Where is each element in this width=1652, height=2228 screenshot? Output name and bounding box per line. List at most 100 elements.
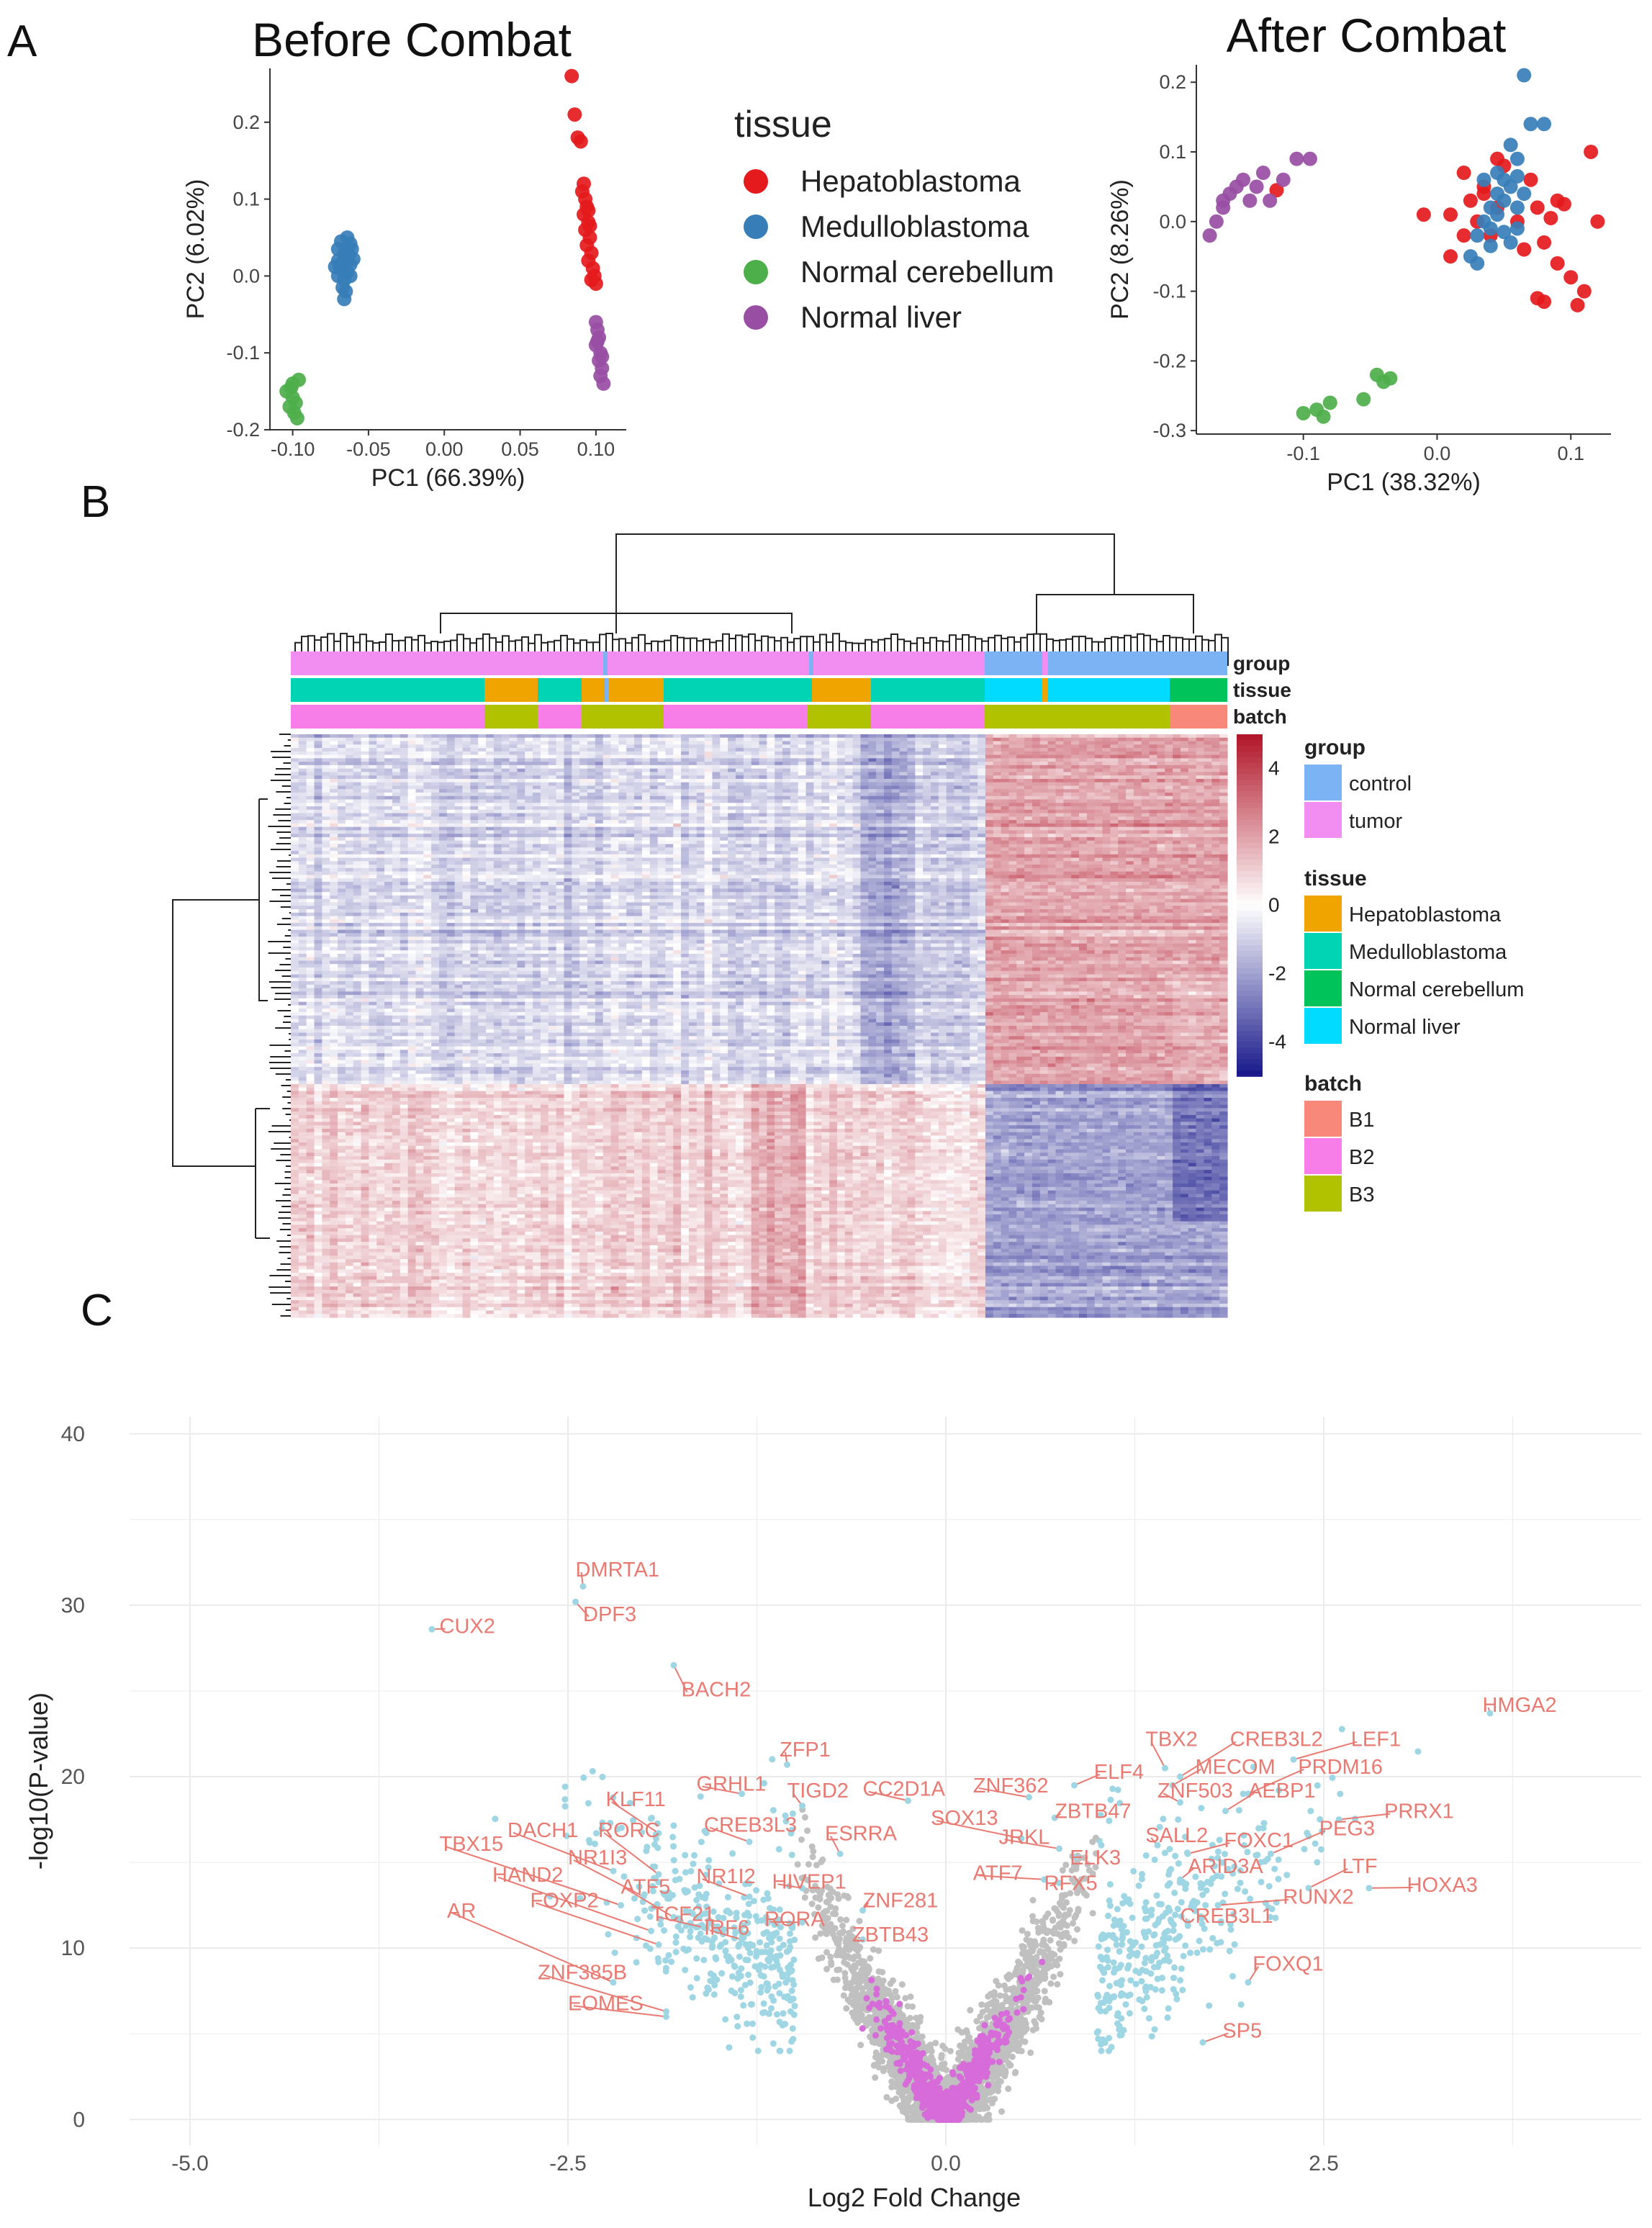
heatmap-cell [315, 824, 322, 827]
heatmap-cell [907, 744, 915, 748]
heatmap-cell [1118, 738, 1126, 741]
heatmap-cell [697, 834, 705, 837]
heatmap-cell [1157, 830, 1165, 834]
heatmap-cell [392, 748, 400, 752]
heatmap-cell [338, 789, 346, 793]
heatmap-cell [681, 830, 689, 834]
heatmap-cell [533, 824, 541, 827]
heatmap-cell [915, 806, 923, 810]
heatmap-cell [1165, 827, 1173, 831]
heatmap-cell [1211, 813, 1219, 817]
heatmap-cell [384, 758, 392, 762]
heatmap-cell [423, 738, 431, 741]
heatmap-cell [689, 810, 697, 813]
heatmap-cell [1204, 858, 1211, 862]
heatmap-cell [1087, 854, 1095, 858]
heatmap-cell [985, 734, 993, 738]
heatmap-cell [1219, 775, 1227, 779]
heatmap-cell [978, 837, 985, 841]
heatmap-cell [291, 785, 299, 789]
heatmap-cell [1126, 789, 1134, 793]
heatmap-cell [1204, 744, 1211, 748]
heatmap-cell [954, 789, 962, 793]
heatmap-cell [470, 868, 478, 872]
heatmap-cell [985, 868, 993, 872]
heatmap-cell [307, 772, 315, 775]
heatmap-cell [744, 755, 751, 759]
heatmap-cell [821, 820, 829, 824]
heatmap-cell [299, 861, 307, 865]
heatmap-cell [1048, 755, 1056, 759]
heatmap-cell [759, 865, 767, 868]
heatmap-cell [564, 748, 572, 752]
heatmap-cell [1087, 752, 1095, 755]
point-normal-cerebellum [1296, 406, 1311, 420]
heatmap-cell [384, 858, 392, 862]
heatmap-cell [541, 834, 549, 837]
heatmap-cell [712, 844, 720, 847]
heatmap-cell [1055, 748, 1063, 752]
heatmap-cell [900, 800, 908, 803]
heatmap-cell [681, 755, 689, 759]
heatmap-cell [549, 851, 556, 854]
heatmap-cell [931, 851, 939, 854]
heatmap-cell [993, 744, 1001, 748]
heatmap-cell [1079, 765, 1087, 769]
heatmap-cell [1071, 820, 1079, 824]
heatmap-cell [330, 738, 338, 741]
heatmap-cell [884, 772, 892, 775]
heatmap-cell [1032, 810, 1040, 813]
heatmap-cell [907, 762, 915, 765]
heatmap-cell [408, 827, 416, 831]
point-normal-liver [1209, 215, 1224, 229]
heatmap-cell [1118, 772, 1126, 775]
heatmap-cell [939, 744, 947, 748]
heatmap-cell [1165, 796, 1173, 800]
heatmap-cell [947, 868, 954, 872]
heatmap-cell [1196, 796, 1204, 800]
heatmap-cell [845, 748, 853, 752]
heatmap-cell [587, 820, 595, 824]
heatmap-cell [1211, 762, 1219, 765]
heatmap-cell [376, 810, 384, 813]
heatmap-cell [985, 837, 993, 841]
heatmap-cell [705, 734, 713, 738]
heatmap-cell [1181, 752, 1188, 755]
heatmap-cell [853, 744, 861, 748]
heatmap-cell [1095, 844, 1103, 847]
heatmap-cell [408, 800, 416, 803]
heatmap-cell [470, 789, 478, 793]
heatmap-cell [392, 775, 400, 779]
heatmap-cell [618, 796, 626, 800]
heatmap-cell [751, 847, 759, 851]
heatmap-cell [502, 758, 510, 762]
heatmap-cell [384, 775, 392, 779]
heatmap-cell [1024, 806, 1032, 810]
heatmap-cell [1157, 847, 1165, 851]
heatmap-cell [689, 752, 697, 755]
heatmap-cell [307, 793, 315, 796]
heatmap-cell [712, 752, 720, 755]
heatmap-cell [868, 813, 876, 817]
heatmap-cell [1048, 772, 1056, 775]
heatmap-cell [744, 820, 751, 824]
heatmap-cell [541, 854, 549, 858]
heatmap-cell [1103, 772, 1111, 775]
heatmap-cell [315, 810, 322, 813]
heatmap-cell [970, 858, 978, 862]
heatmap-cell [1032, 834, 1040, 837]
heatmap-cell [1126, 779, 1134, 782]
heatmap-cell [611, 806, 619, 810]
heatmap-cell [728, 865, 736, 868]
heatmap-cell [1016, 782, 1024, 786]
heatmap-cell [369, 782, 376, 786]
heatmap-cell [673, 820, 681, 824]
heatmap-cell [892, 793, 900, 796]
heatmap-cell [415, 810, 423, 813]
heatmap-cell [720, 854, 728, 858]
heatmap-cell [1134, 772, 1142, 775]
heatmap-cell [1196, 847, 1204, 851]
heatmap-cell [1118, 865, 1126, 868]
heatmap-cell [915, 765, 923, 769]
heatmap-cell [556, 861, 564, 865]
